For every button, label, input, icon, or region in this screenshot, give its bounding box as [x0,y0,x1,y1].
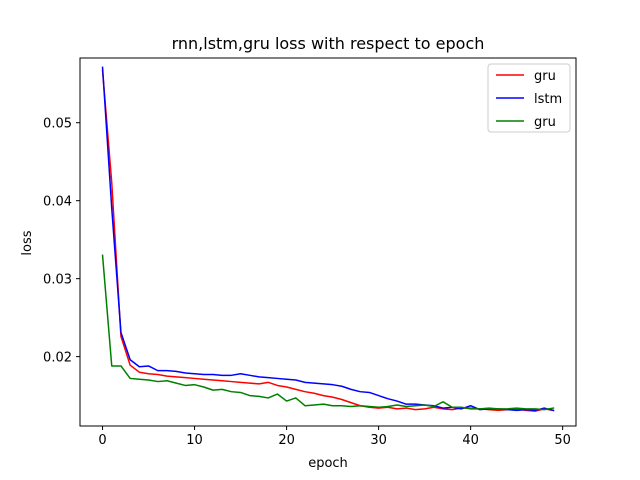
x-tick-label: 50 [554,433,571,448]
y-axis-label: loss [20,230,35,255]
x-tick-label: 30 [370,433,387,448]
y-tick-label: 0.05 [43,117,72,132]
axes-frame [79,57,577,427]
legend-box [487,63,571,133]
x-axis-label: epoch [308,456,348,471]
series-line-3 [101,254,555,411]
x-tick-label: 20 [278,433,295,448]
y-tick-label: 0.03 [43,273,72,288]
legend: gru lstm gru [487,63,571,133]
y-tick-label: 0.02 [43,351,72,366]
chart-title: rnn,lstm,gru loss with respect to epoch [172,34,485,53]
x-tick-label: 0 [98,433,106,448]
legend-label-3: gru [534,115,556,130]
legend-label-1: gru [534,69,556,84]
legend-label-2: lstm [534,92,562,107]
series-layer [101,66,555,412]
y-tick-label: 0.04 [43,195,72,210]
x-tick-label: 10 [186,433,203,448]
x-tick-label: 40 [462,433,479,448]
ticks-layer: 0 10 20 30 40 50 0.02 0.03 0.04 0.05 [43,117,571,448]
